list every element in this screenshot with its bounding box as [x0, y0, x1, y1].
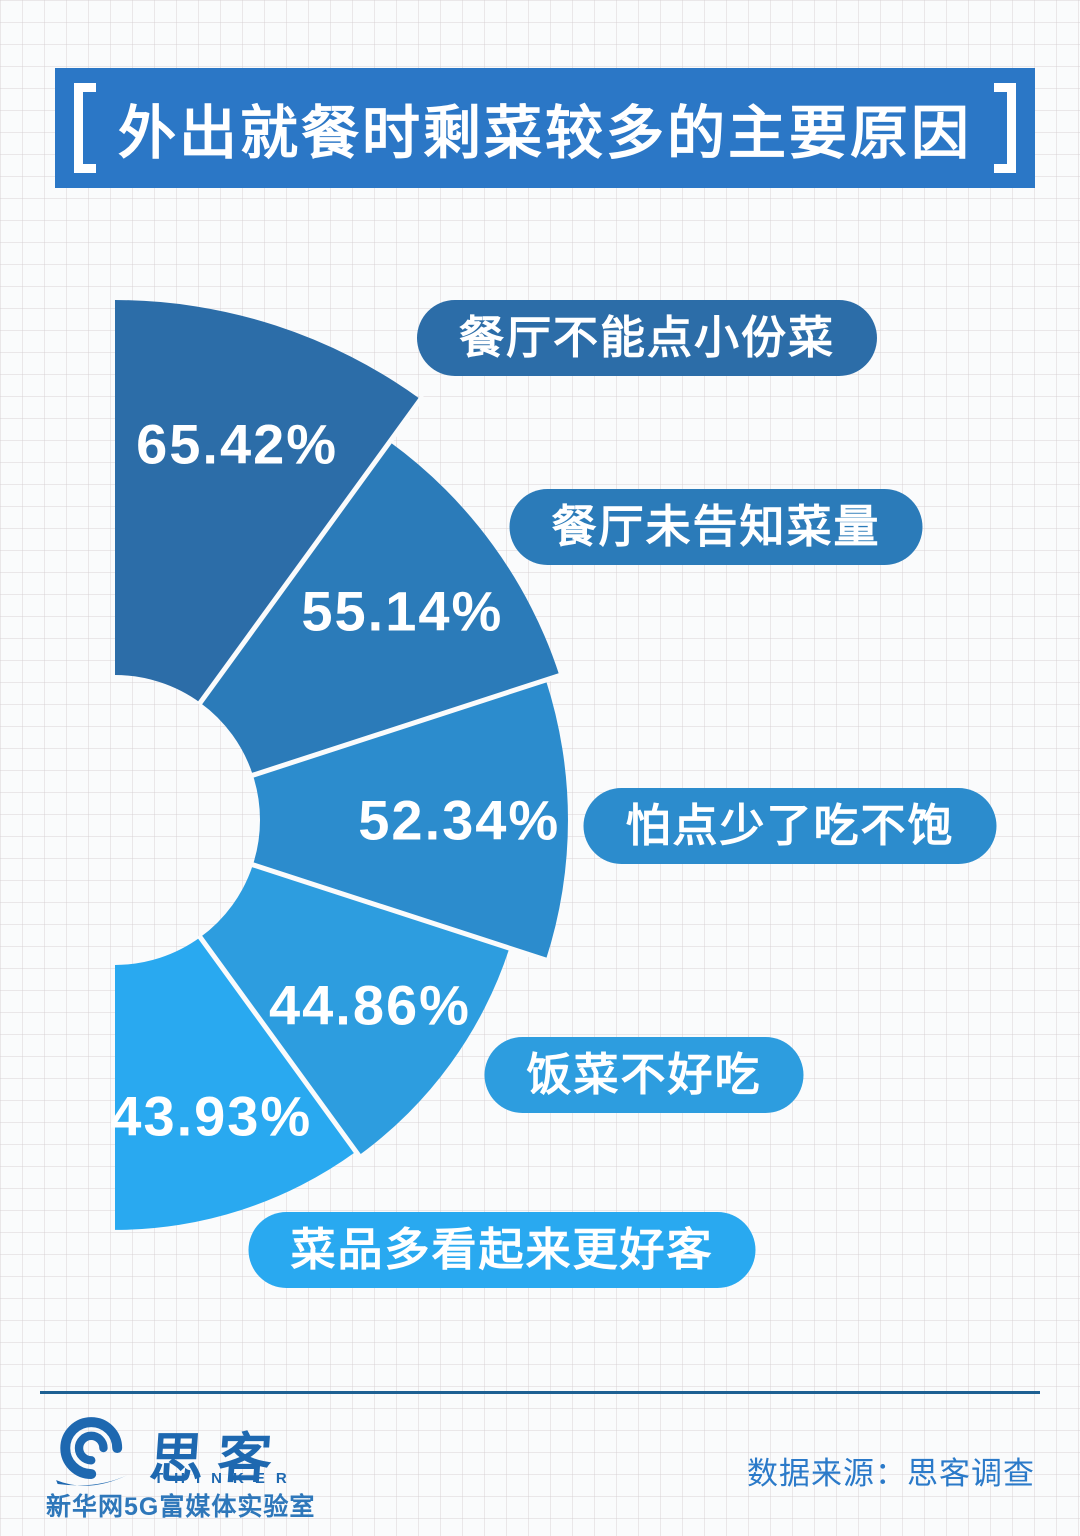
footer-divider	[40, 1391, 1040, 1394]
fan-segment-gap	[250, 671, 565, 779]
brand-subtitle: 新华网5G富媒体实验室	[46, 1493, 316, 1521]
fan-segment	[200, 441, 560, 776]
fan-segment-gap	[197, 934, 364, 1161]
category-pill: 餐厅不能点小份菜	[416, 300, 878, 376]
value-label: 44.86%	[269, 973, 471, 1037]
fan-segment-gap	[197, 394, 425, 706]
fan-segment	[115, 937, 356, 1230]
left-bracket-icon	[73, 83, 96, 173]
category-pill: 菜品多看起来更好客	[248, 1212, 756, 1288]
fan-segment	[200, 864, 510, 1156]
category-pill: 餐厅未告知菜量	[509, 489, 923, 565]
value-label: 55.14%	[301, 579, 504, 643]
data-source-note: 数据来源：思客调查	[747, 1456, 1035, 1491]
page-title: 外出就餐时剩菜较多的主要原因	[117, 101, 972, 166]
value-label: 52.34%	[358, 788, 561, 852]
category-pill: 怕点少了吃不饱	[583, 788, 997, 864]
category-pill: 饭菜不好吃	[484, 1037, 804, 1113]
thinker-swirl-logo-icon	[56, 1417, 130, 1486]
right-bracket-icon	[994, 83, 1016, 173]
value-label: 43.93%	[110, 1084, 313, 1148]
brand-name-en: THINKER	[154, 1470, 298, 1487]
fan-segment-gap	[250, 861, 551, 964]
header-banner: 外出就餐时剩菜较多的主要原因	[55, 68, 1035, 188]
value-label: 65.42%	[136, 412, 339, 476]
fan-segment	[115, 300, 421, 703]
